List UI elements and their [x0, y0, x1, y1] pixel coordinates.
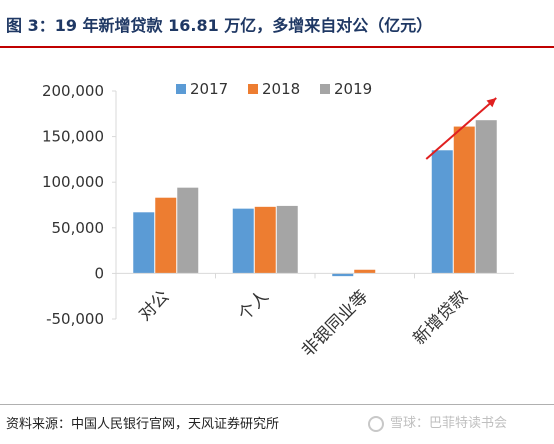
bar [276, 205, 298, 274]
bars [133, 120, 497, 277]
title-rule [0, 46, 554, 48]
legend-label: 2017 [190, 80, 228, 98]
x-tick-label: 对公 [135, 287, 173, 325]
legend-label: 2019 [334, 80, 372, 98]
trend-arrow-line [425, 97, 497, 160]
bar [254, 206, 276, 274]
bar-chart: 2017 2018 2019 -50,000 0 50,000 100,000 150,00… [42, 80, 514, 361]
y-tick-label: 150,000 [42, 128, 104, 146]
legend-label: 2018 [262, 80, 300, 98]
bar [177, 187, 199, 274]
bar [475, 120, 497, 274]
bar [232, 208, 254, 274]
legend-swatch [320, 84, 330, 94]
trend-arrow-head [486, 98, 497, 108]
y-axis: -50,000 0 50,000 100,000 150,000 200,000 [42, 82, 117, 328]
legend-swatch [176, 84, 186, 94]
bar [155, 197, 177, 274]
y-tick-label: 0 [94, 264, 104, 282]
figure-title: 图 3：19 年新增贷款 16.81 万亿，多增来自对公（亿元） [6, 16, 433, 35]
watermark-text: 雪球：巴菲特读书会 [390, 416, 508, 431]
x-axis: 对公 个人 非银同业等 新增贷款 [116, 272, 514, 361]
x-tick-label: 新增贷款 [410, 287, 472, 349]
footer-rule [0, 404, 554, 405]
watermark: 雪球：巴菲特读书会 [368, 412, 507, 432]
bar [453, 126, 475, 274]
legend-swatch [248, 84, 258, 94]
bar [332, 273, 354, 277]
y-tick-label: -50,000 [46, 310, 104, 328]
y-tick-label: 100,000 [42, 173, 104, 191]
x-tick-label: 个人 [235, 287, 273, 325]
y-tick-label: 50,000 [52, 219, 105, 237]
snowball-logo-icon [368, 415, 384, 432]
header: 图 3：19 年新增贷款 16.81 万亿，多增来自对公（亿元） [0, 0, 554, 48]
y-tick-label: 200,000 [42, 82, 104, 100]
source-note: 资料来源：中国人民银行官网，天风证券研究所 [6, 417, 280, 432]
x-tick-label: 非银同业等 [298, 287, 372, 361]
bar [431, 150, 453, 274]
legend: 2017 2018 2019 [176, 80, 372, 98]
bar [354, 269, 376, 274]
bar [133, 212, 155, 274]
annotations [425, 97, 497, 160]
